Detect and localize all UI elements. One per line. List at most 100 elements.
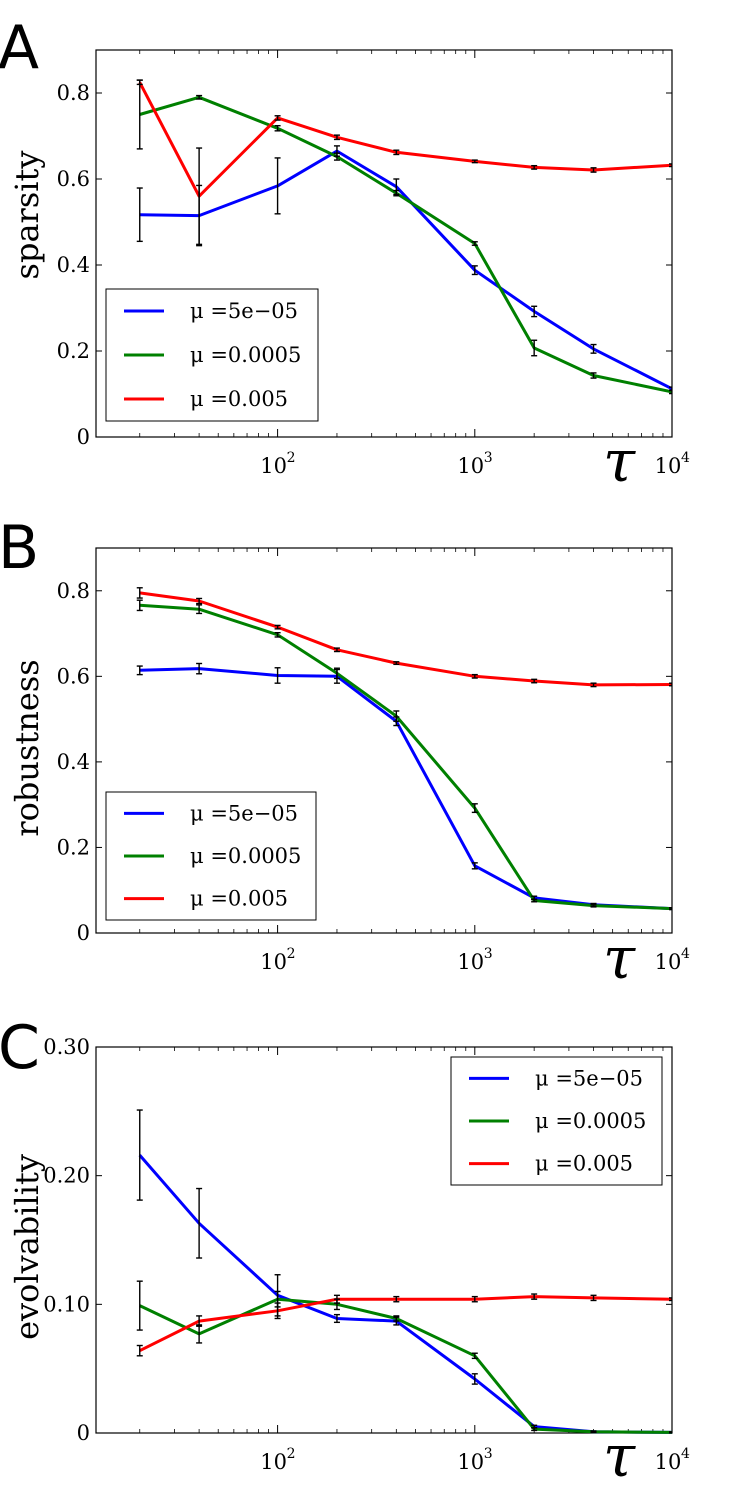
x-tick-exponent: 3: [484, 946, 493, 962]
panel-letter-a: A: [0, 13, 39, 83]
legend-entry-2: μ =0.005: [535, 1152, 633, 1176]
y-axis-label: evolvability: [8, 1154, 46, 1340]
legend-entry-2: μ =0.005: [190, 887, 288, 911]
series-layer: [136, 79, 672, 395]
error-bar: [274, 1302, 281, 1320]
error-bar: [669, 163, 672, 168]
error-bar: [471, 1295, 478, 1303]
legend: μ =5e−05 μ =0.0005 μ =0.005: [105, 288, 319, 422]
error-bar: [274, 157, 281, 215]
error-bar: [531, 1293, 538, 1300]
error-bar: [590, 167, 597, 173]
legend-entry-1: μ =0.0005: [190, 343, 301, 367]
x-tick-exponent: 4: [681, 1446, 690, 1462]
error-bar: [196, 1315, 203, 1327]
error-bar: [393, 710, 400, 722]
error-bar: [531, 339, 538, 357]
x-tick-exponent: 2: [287, 946, 296, 962]
y-tick-label: 0.2: [57, 835, 90, 859]
error-bar: [590, 1430, 597, 1434]
error-bar: [471, 1352, 478, 1360]
error-bar: [669, 682, 672, 687]
error-bar: [196, 597, 203, 605]
error-bar: [136, 187, 143, 243]
y-axis-label: sparsity: [8, 151, 46, 280]
x-tick-label: 10: [457, 1450, 484, 1474]
error-bar: [274, 124, 281, 132]
legend-entry-0: μ =5e−05: [535, 1066, 643, 1090]
error-bar: [136, 1344, 143, 1357]
error-bar: [531, 305, 538, 318]
y-tick-label: 0: [77, 425, 90, 449]
error-bar: [333, 667, 340, 680]
y-tick-label: 0.10: [43, 1292, 90, 1316]
series-layer: [136, 1109, 672, 1434]
x-tick-exponent: 2: [287, 450, 296, 466]
series-line-0: [138, 1154, 672, 1434]
error-bar: [196, 662, 203, 675]
error-bar: [274, 624, 281, 630]
error-bar: [393, 189, 400, 197]
error-bar: [590, 372, 597, 379]
x-tick-label: 10: [457, 454, 484, 478]
error-bar: [274, 115, 281, 121]
error-bar: [274, 667, 281, 684]
error-bar: [590, 682, 597, 688]
x-tick-label: 10: [260, 1450, 287, 1474]
y-tick-label: 0.20: [43, 1164, 90, 1188]
error-bar: [333, 647, 340, 653]
y-tick-label: 0.30: [43, 1035, 90, 1059]
x-tick-label: 10: [260, 950, 287, 974]
error-bar: [196, 94, 203, 100]
plot-area: 00.20.40.60.810 2 10 3 10 4μ =5e−05μ =0.0005μ…: [57, 547, 690, 974]
error-bar: [333, 134, 340, 141]
y-axis-label: robustness: [8, 659, 46, 836]
panel-letter-b: B: [0, 513, 39, 583]
error-bar: [196, 147, 203, 246]
legend: μ =5e−05 μ =0.0005 μ =0.005: [105, 791, 317, 921]
error-bar: [136, 599, 143, 612]
legend: μ =5e−05 μ =0.0005 μ =0.005: [450, 1056, 663, 1186]
axes-frame: [95, 49, 673, 438]
error-bar: [333, 1294, 340, 1304]
x-tick-label: 10: [655, 950, 682, 974]
error-bar: [471, 241, 478, 246]
x-tick-exponent: 4: [681, 450, 690, 466]
error-bar: [471, 673, 478, 679]
error-bar: [531, 898, 538, 903]
error-bar: [196, 1187, 203, 1259]
error-bar: [669, 1431, 672, 1434]
y-tick-label: 0.8: [57, 81, 90, 105]
error-bar: [333, 1313, 340, 1324]
error-bar: [531, 164, 538, 170]
axes-frame: [95, 547, 673, 934]
error-bar: [590, 343, 597, 354]
y-tick-label: 0: [77, 921, 90, 945]
error-bar: [471, 159, 478, 164]
x-tick-label: 10: [260, 454, 287, 478]
panel-letter-c: C: [0, 1013, 40, 1083]
axes-frame: [95, 1046, 673, 1434]
y-tick-label: 0.4: [57, 750, 90, 774]
plot-area: 00.20.40.60.810 2 10 3 10 4μ =5e−05μ =0.0005μ…: [57, 49, 690, 478]
error-bar: [590, 1294, 597, 1302]
x-axis-label: τ: [603, 427, 636, 495]
error-bar: [393, 1315, 400, 1322]
y-tick-label: 0.6: [57, 167, 90, 191]
error-bar: [136, 665, 143, 676]
error-bar: [274, 632, 281, 638]
error-bar: [393, 661, 400, 666]
error-bar: [333, 152, 340, 161]
y-tick-label: 0: [77, 1421, 90, 1445]
error-bar: [393, 1295, 400, 1303]
legend-entry-1: μ =0.0005: [190, 844, 301, 868]
error-bar: [669, 389, 672, 395]
x-tick-label: 10: [655, 454, 682, 478]
error-bar: [531, 1427, 538, 1432]
error-bar: [471, 862, 478, 870]
series-line-2: [138, 81, 672, 198]
error-bar: [136, 79, 143, 86]
